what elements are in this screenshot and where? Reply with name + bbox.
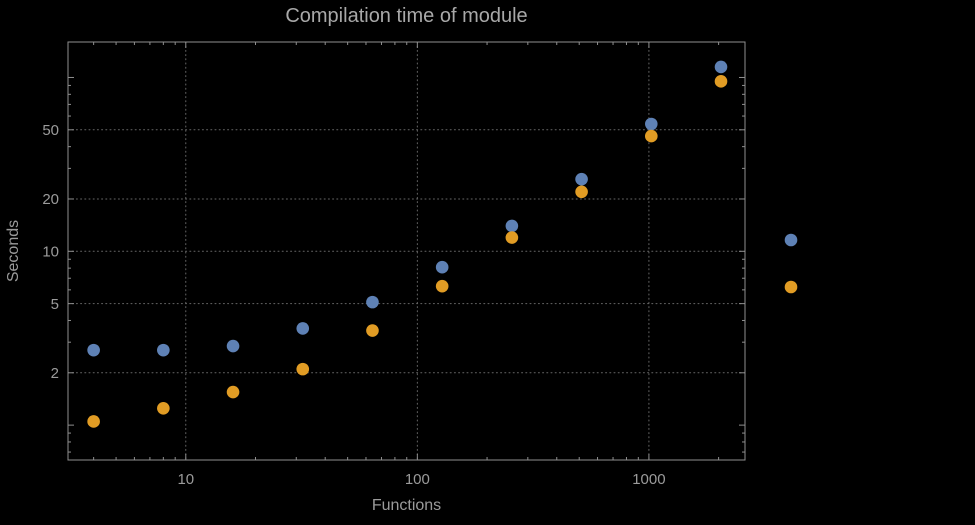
data-point-series-1-blue: [575, 172, 588, 186]
data-point-series-2-orange: [366, 324, 379, 337]
x-tick-label: 10: [177, 471, 194, 488]
data-point-series-2-orange: [435, 279, 449, 293]
data-point-series-1-blue: [714, 60, 728, 74]
data-point-series-1-blue: [366, 295, 379, 309]
y-tick-label: 50: [42, 122, 59, 139]
data-point-series-1-blue: [505, 219, 519, 233]
data-point-series-2-orange: [296, 362, 310, 376]
data-point-series-2-orange: [157, 401, 170, 415]
data-point-series-2-orange: [644, 129, 658, 143]
y-tick-label: 2: [51, 365, 59, 382]
data-point-series-1-blue: [296, 322, 310, 335]
x-tick-label: 1000: [632, 471, 665, 488]
x-tick-label: 100: [405, 471, 430, 488]
legend-marker-series-2-orange: [784, 280, 798, 294]
legend-marker-series-1-blue: [784, 233, 798, 247]
data-point-series-2-orange: [226, 385, 240, 399]
x-axis-label: Functions: [371, 497, 442, 514]
data-point-series-2-orange: [714, 75, 728, 88]
data-point-series-2-orange: [575, 185, 588, 199]
y-tick-label: 20: [42, 191, 59, 208]
chart-title: Compilation time of module: [285, 5, 528, 27]
data-point-series-1-blue: [644, 117, 658, 131]
data-point-series-2-orange: [505, 231, 519, 244]
y-tick-label: 5: [51, 296, 59, 313]
data-point-series-1-blue: [435, 260, 449, 274]
data-point-series-1-blue: [157, 343, 170, 357]
y-tick-label: 10: [42, 244, 59, 261]
data-point-series-1-blue: [87, 343, 100, 357]
data-point-series-1-blue: [226, 339, 240, 353]
data-point-series-2-orange: [87, 415, 100, 428]
